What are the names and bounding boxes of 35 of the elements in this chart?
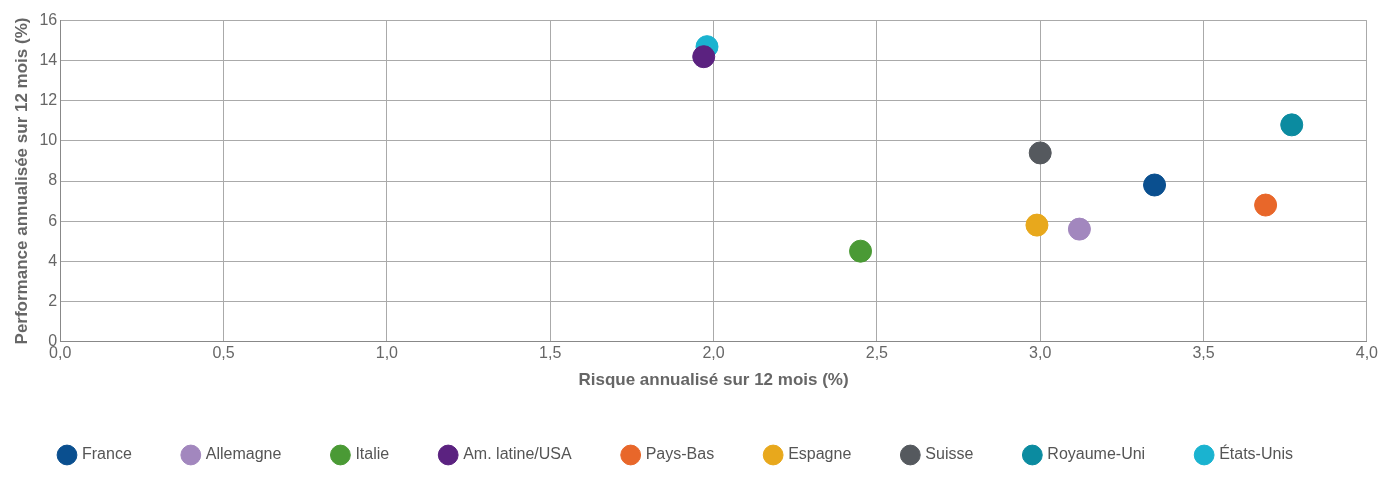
legend-label: Allemagne: [205, 445, 282, 463]
y-tick-label: 2: [48, 291, 58, 309]
point: [849, 239, 873, 263]
x-tick-label: 1,0: [375, 344, 399, 362]
x-tick-label: 4,0: [1355, 344, 1379, 362]
x-tick-label: 1,5: [539, 344, 562, 362]
point: [1028, 141, 1052, 165]
y-tick-label: 16: [39, 11, 58, 29]
point: [1280, 113, 1304, 137]
legend-label: Suisse: [925, 445, 974, 463]
legend-label: Espagne: [788, 445, 852, 463]
legend-label: Pays-Bas: [645, 445, 715, 463]
y-axis-title: Performance annualisée sur 12 mois (%): [11, 17, 31, 345]
legend-label: États-Unis: [1219, 444, 1293, 463]
point: [1067, 217, 1091, 241]
x-tick-label: 2,5: [865, 344, 889, 362]
y-tick-label: 6: [48, 211, 58, 229]
point: [692, 45, 716, 69]
y-tick-label: 10: [39, 131, 58, 149]
x-tick-label: 0,5: [212, 344, 235, 362]
point: [1254, 193, 1278, 217]
x-axis-title: Risque annualisé sur 12 mois (%): [578, 370, 849, 390]
point: [1143, 173, 1167, 197]
y-tick-label: 14: [39, 51, 58, 69]
legend-label: France: [82, 445, 132, 463]
x-tick-label: 3,0: [1029, 344, 1052, 362]
y-tick-label: 4: [48, 251, 58, 269]
x-tick-label: 2,0: [702, 344, 725, 362]
y-tick-label: 8: [48, 171, 58, 189]
point: [1025, 213, 1049, 237]
legend-label: Italie: [355, 445, 390, 463]
x-tick-label: 3,5: [1192, 344, 1215, 362]
legend-label: Am. latine/USA: [463, 445, 573, 463]
legend-label: Royaume-Uni: [1047, 445, 1146, 463]
y-tick-label: 12: [39, 91, 58, 109]
